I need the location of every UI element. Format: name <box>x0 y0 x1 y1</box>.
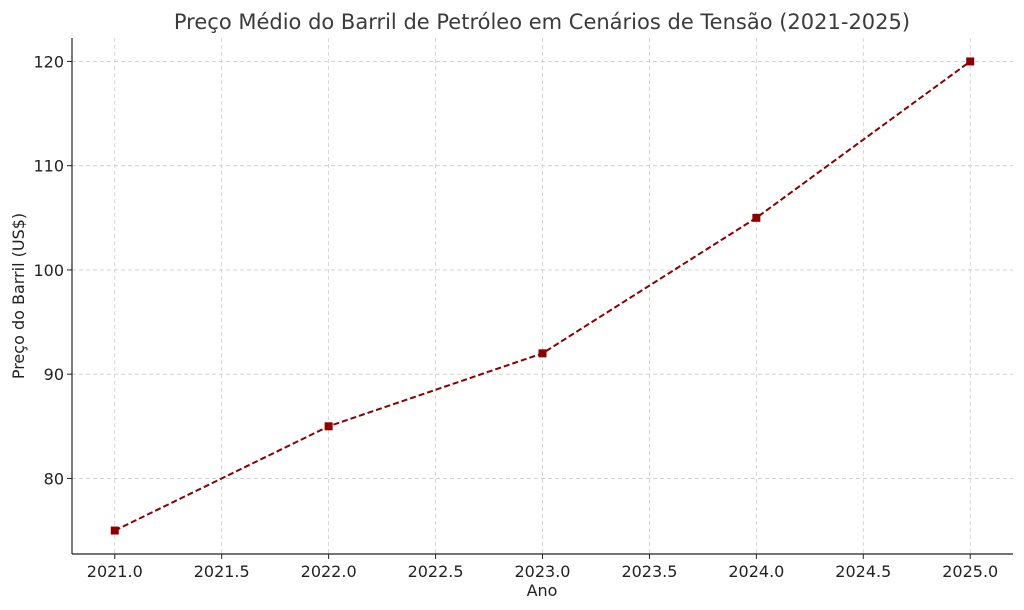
data-point-0-4 <box>966 57 975 66</box>
x-axis-label: Ano <box>527 581 558 600</box>
x-axis-ticks: 2021.0 2021.5 2022.0 2022.5 2023.0 2023.5 2024… <box>87 554 998 581</box>
plot-area <box>110 57 975 535</box>
data-point-0-0 <box>110 526 119 535</box>
grid <box>72 38 1013 554</box>
y-tick-label-1: 90 <box>44 365 64 384</box>
y-tick-label-3: 110 <box>33 157 64 176</box>
x-tick-label-8: 2025.0 <box>942 562 998 581</box>
chart-title: Preço Médio do Barril de Petróleo em Cen… <box>174 10 910 34</box>
y-tick-label-0: 80 <box>44 469 64 488</box>
y-tick-label-4: 120 <box>33 52 64 71</box>
data-point-0-2 <box>538 349 547 358</box>
x-tick-label-1: 2021.5 <box>194 562 250 581</box>
x-tick-label-5: 2023.5 <box>621 562 677 581</box>
x-tick-label-6: 2024.0 <box>728 562 784 581</box>
x-tick-label-4: 2023.0 <box>515 562 571 581</box>
y-tick-label-2: 100 <box>33 261 64 280</box>
y-axis-ticks: 80 90 100 110 120 <box>33 52 72 488</box>
y-axis-label: Preço do Barril (US$) <box>9 213 28 379</box>
data-point-0-3 <box>752 213 761 222</box>
x-tick-label-0: 2021.0 <box>87 562 143 581</box>
x-tick-label-7: 2024.5 <box>835 562 891 581</box>
data-point-0-1 <box>324 422 333 431</box>
x-tick-label-3: 2022.5 <box>408 562 464 581</box>
x-tick-label-2: 2022.0 <box>301 562 357 581</box>
